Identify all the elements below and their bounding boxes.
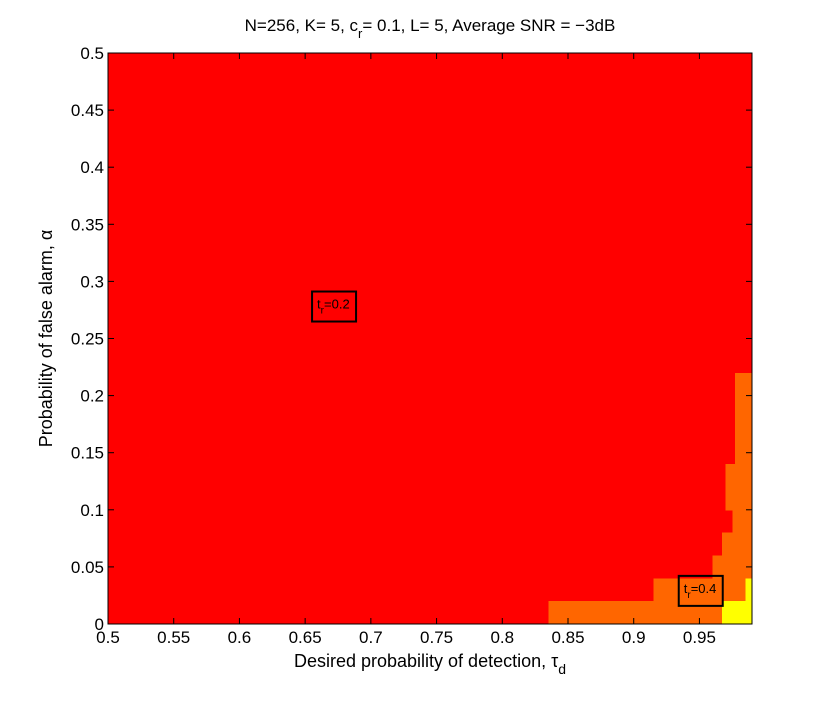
chart-title: N=256, K= 5, cr= 0.1, L= 5, Average SNR … — [245, 16, 616, 41]
plot-area — [108, 53, 752, 624]
annotation-box — [677, 574, 724, 607]
x-tick-label: 0.95 — [683, 628, 716, 647]
x-tick-label: 0.6 — [228, 628, 252, 647]
y-tick-label: 0.25 — [71, 330, 104, 349]
x-tick-label: 0.9 — [622, 628, 646, 647]
annotations: tr=0.2 tr=0.4 — [311, 290, 724, 607]
annotation-label: tr=0.4 — [684, 581, 717, 601]
y-tick-label: 0 — [95, 615, 104, 634]
heatmap-region — [548, 601, 753, 625]
y-tick-label: 0.2 — [80, 387, 104, 406]
x-tick-label: 0.5 — [96, 628, 120, 647]
annotation-box — [311, 290, 358, 323]
heatmap-region — [725, 464, 753, 511]
x-tick-label: 0.75 — [420, 628, 453, 647]
x-tick-label: 0.65 — [289, 628, 322, 647]
heatmap-region — [712, 555, 753, 579]
heatmap-region — [745, 578, 753, 602]
x-tick-label: 0.55 — [157, 628, 190, 647]
x-tick-label: 0.8 — [490, 628, 514, 647]
region-annotation: tr=0.4 — [677, 574, 724, 607]
y-tick-label: 0.5 — [80, 44, 104, 63]
x-tick-label: 0.7 — [359, 628, 383, 647]
y-tick-label: 0.35 — [71, 215, 104, 234]
y-tick-label: 0.3 — [80, 272, 104, 291]
heatmap-region — [721, 601, 753, 625]
region-annotation: tr=0.2 — [311, 290, 358, 323]
heatmap-background-region — [108, 53, 752, 624]
annotation-label: tr=0.2 — [317, 297, 350, 317]
heatmap-region — [732, 509, 753, 534]
y-tick-label: 0.15 — [71, 444, 104, 463]
y-tick-label: 0.45 — [71, 101, 104, 120]
x-axis-label: Desired probability of detection, τd — [294, 651, 566, 677]
heatmap-region — [734, 372, 753, 465]
ticks: 0.5 0.55 0.6 0.65 0.7 0.75 0.8 0.85 0.9 0.95 0 0.05… — [71, 44, 752, 647]
y-tick-label: 0.1 — [80, 501, 104, 520]
y-tick-label: 0.05 — [71, 558, 104, 577]
heatmap-region — [721, 532, 753, 556]
y-tick-label: 0.4 — [80, 158, 104, 177]
y-axis-label: Probability of false alarm, α — [36, 230, 56, 448]
x-tick-label: 0.85 — [551, 628, 584, 647]
